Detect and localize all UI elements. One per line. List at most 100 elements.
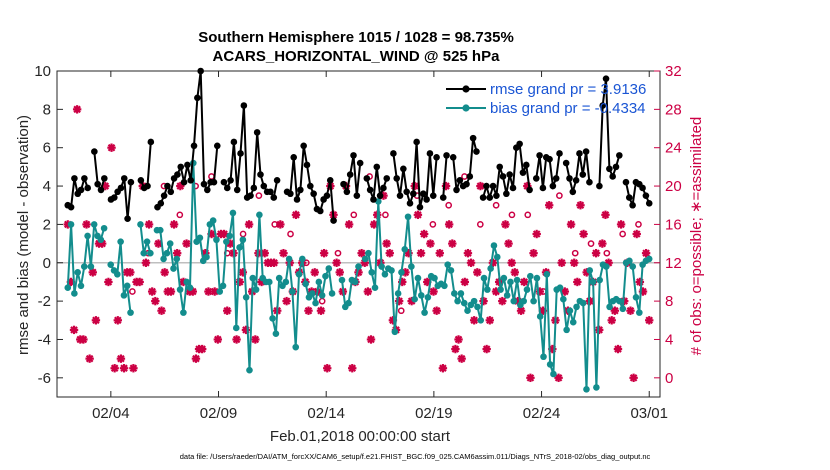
assimilated-marker [191,354,201,363]
assimilated-marker [141,258,151,267]
rmse-point [582,148,590,155]
rmse-point [326,177,334,184]
assimilated-marker [72,105,82,114]
rmse-point [290,153,298,161]
assimilated-marker [310,268,319,277]
bias-point [127,309,134,316]
rmse-point [522,161,530,169]
rmse-point [101,175,108,182]
bias-point [381,270,389,278]
bias-point [67,221,75,228]
assimilated-marker [82,220,91,229]
bias-point [74,269,81,276]
rmse-point [499,173,507,180]
bias-point [137,221,144,228]
bias-point [322,272,329,280]
rmse-point [453,186,460,194]
rmse-line [442,155,448,198]
assimilated-marker [357,248,366,258]
assimilated-marker [448,239,457,248]
rmse-point [639,184,646,192]
assimilated-marker [335,268,344,277]
y-tick-label: -2 [38,293,51,310]
rmse-point [473,148,480,155]
rmse-point [433,153,440,161]
rmse-line [392,141,438,208]
assimilated-marker [232,335,241,344]
rmse-point [406,200,414,207]
rmse-point [612,163,620,171]
assimilated-marker [626,306,635,315]
rmse-point [516,140,523,148]
rmse-point [227,177,234,184]
bias-point [123,282,131,290]
rmse-point [184,161,191,169]
x-tick-label: 02/19 [415,405,453,422]
assimilated-marker [504,239,513,248]
bias-point [272,330,280,338]
assimilated-marker [104,277,113,287]
possible-marker [350,211,358,219]
bias-point [388,267,395,274]
assimilated-marker [269,258,279,267]
rmse-point [71,175,78,182]
assimilated-marker [107,143,116,152]
assimilated-marker [369,220,379,229]
rmse-point [483,182,490,190]
bias-point [394,290,402,297]
rmse-point [180,178,188,186]
rmse-point [190,142,198,150]
assimilated-marker [607,316,616,325]
bias-point [166,240,174,247]
y-tick-label: -4 [38,331,51,348]
assimilated-marker [557,258,566,267]
rmse-point [197,67,204,75]
bias-point [242,293,250,301]
bias-point [490,242,498,249]
rmse-point [539,184,547,192]
rmse-point [363,175,371,182]
possible-marker [334,249,342,257]
bias-point [546,361,554,368]
bias-point [232,324,240,332]
bias-point [487,265,494,272]
assimilated-marker [426,239,435,248]
assimilated-marker [157,306,166,315]
bias-point [71,290,78,297]
bias-point [365,249,372,257]
bias-line [109,241,132,313]
rmse-point [356,159,364,167]
assimilated-marker [260,248,269,258]
bias-point [500,274,508,282]
rmse-point [204,186,211,194]
bias-point [401,246,409,253]
bias-point [186,284,194,291]
assimilated-marker [129,364,138,373]
bias-point [536,313,544,320]
assimilated-marker [457,354,466,363]
bias-point [312,299,319,307]
bias-point [285,255,293,263]
bias-point [556,284,564,291]
assimilated-marker [429,287,438,296]
bias-point [236,244,243,251]
rmse-point [270,194,278,201]
rmse-point [200,180,208,188]
bias-point [619,305,627,313]
bias-point [114,270,121,278]
bias-point [447,267,455,274]
possible-marker [571,249,579,257]
possible-marker [429,221,437,228]
rmse-point [127,178,135,186]
assimilated-marker [576,201,585,210]
rmse-point [579,171,587,178]
rmse-point [419,190,427,198]
bias-point [239,236,247,244]
bias-point [64,284,72,291]
assimilated-marker [498,296,507,306]
rmse-point [380,184,387,192]
bias-point [616,297,623,305]
plot-frame [56,70,661,398]
rmse-line [223,105,279,201]
bias-point [414,274,422,282]
